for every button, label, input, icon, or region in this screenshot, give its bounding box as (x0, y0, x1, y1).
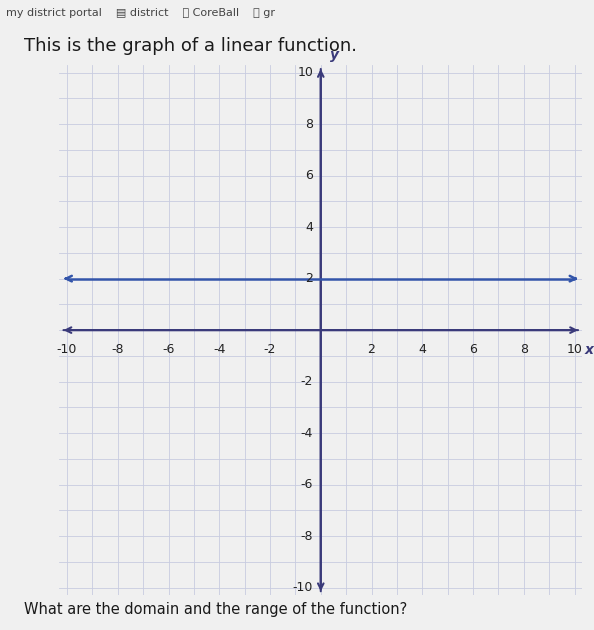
Text: -10: -10 (293, 581, 313, 594)
Text: -8: -8 (301, 530, 313, 542)
Text: -2: -2 (301, 375, 313, 388)
Text: 2: 2 (305, 272, 313, 285)
Text: 4: 4 (418, 343, 426, 356)
Text: 6: 6 (469, 343, 477, 356)
Text: -6: -6 (162, 343, 175, 356)
Text: -4: -4 (213, 343, 226, 356)
Text: 4: 4 (305, 220, 313, 234)
Text: 8: 8 (305, 118, 313, 130)
Text: x: x (584, 343, 593, 357)
Text: y: y (330, 49, 339, 62)
Text: -6: -6 (301, 478, 313, 491)
Text: -4: -4 (301, 427, 313, 440)
Text: -8: -8 (112, 343, 124, 356)
Text: 10: 10 (567, 343, 583, 356)
Text: 6: 6 (305, 169, 313, 182)
Text: 2: 2 (368, 343, 375, 356)
Text: This is the graph of a linear function.: This is the graph of a linear function. (24, 37, 357, 55)
Text: -2: -2 (264, 343, 276, 356)
Text: my district portal    ▤ district    ⓘ CoreBall    ⓢ gr: my district portal ▤ district ⓘ CoreBall… (6, 8, 275, 18)
Text: 10: 10 (297, 66, 313, 79)
Text: What are the domain and the range of the function?: What are the domain and the range of the… (24, 602, 407, 617)
Text: -10: -10 (57, 343, 77, 356)
Text: 8: 8 (520, 343, 527, 356)
